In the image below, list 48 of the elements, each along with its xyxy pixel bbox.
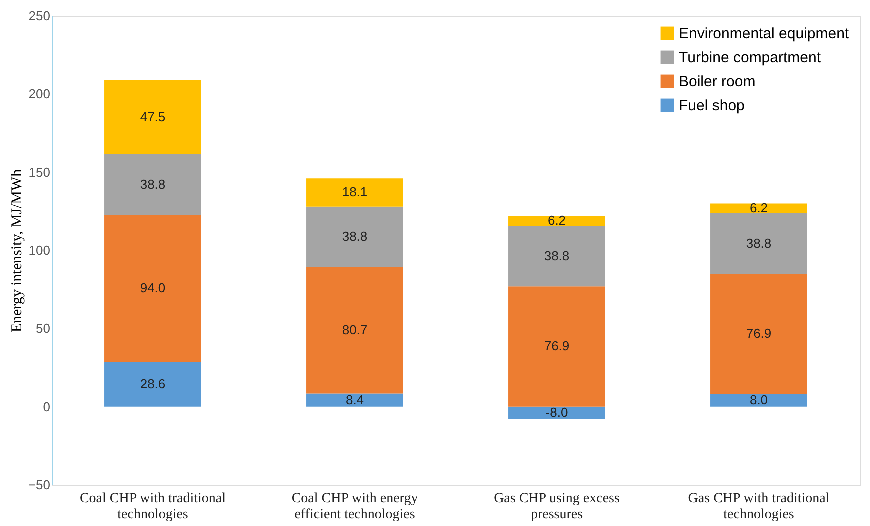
data-label: 18.1 bbox=[342, 184, 368, 200]
bar bbox=[710, 394, 808, 407]
bar bbox=[104, 80, 202, 155]
bar bbox=[508, 216, 606, 226]
data-label: 94.0 bbox=[140, 280, 166, 296]
data-label: 76.9 bbox=[544, 338, 570, 354]
x-tick-label: Coal CHP with energy efficient technologies bbox=[292, 492, 418, 522]
data-label: 38.8 bbox=[746, 236, 772, 251]
y-tick-label: 0 bbox=[43, 399, 50, 414]
data-label: 6.2 bbox=[750, 200, 768, 216]
legend-label: Boiler room bbox=[679, 74, 756, 90]
data-label: 47.5 bbox=[140, 109, 166, 124]
y-tick-label: 100 bbox=[28, 243, 50, 258]
legend-label: Turbine compartment bbox=[679, 50, 822, 66]
data-label: 76.9 bbox=[746, 326, 772, 342]
x-tick-label: Gas CHP with traditional technologies bbox=[688, 492, 830, 522]
bar bbox=[710, 204, 808, 214]
data-label: 38.8 bbox=[342, 229, 368, 244]
data-label: 28.6 bbox=[140, 376, 166, 392]
data-label: -8.0 bbox=[546, 405, 568, 420]
y-tick-label: 150 bbox=[28, 164, 50, 180]
bar bbox=[306, 268, 404, 394]
legend-label: Environmental equipment bbox=[679, 26, 850, 42]
bar bbox=[104, 362, 202, 407]
x-tick-label: Coal CHP with traditional technologies bbox=[80, 492, 226, 522]
bar bbox=[104, 154, 202, 216]
bar bbox=[306, 206, 404, 268]
data-label: 8.0 bbox=[750, 392, 768, 408]
bar bbox=[710, 213, 808, 274]
data-label: 6.2 bbox=[548, 213, 566, 228]
bar bbox=[508, 226, 606, 287]
bar bbox=[508, 406, 606, 420]
x-tick-label: Gas CHP using excess pressures bbox=[494, 492, 620, 522]
legend-label: Fuel shop bbox=[679, 98, 745, 114]
data-label: 38.8 bbox=[140, 176, 166, 192]
y-tick-label: 200 bbox=[28, 86, 50, 102]
y-tick-label: 250 bbox=[28, 8, 50, 24]
data-label: 38.8 bbox=[544, 248, 570, 264]
data-label: 80.7 bbox=[342, 322, 368, 338]
bar bbox=[306, 178, 404, 207]
bar bbox=[508, 286, 606, 407]
y-tick-label: 50 bbox=[36, 321, 50, 336]
y-axis-title: Energy intensity, MJ/MWh bbox=[9, 168, 26, 333]
bar bbox=[306, 394, 404, 407]
bar bbox=[710, 274, 808, 394]
y-tick-label: −50 bbox=[28, 478, 50, 492]
data-label: 8.4 bbox=[346, 392, 364, 408]
bar bbox=[104, 215, 202, 362]
